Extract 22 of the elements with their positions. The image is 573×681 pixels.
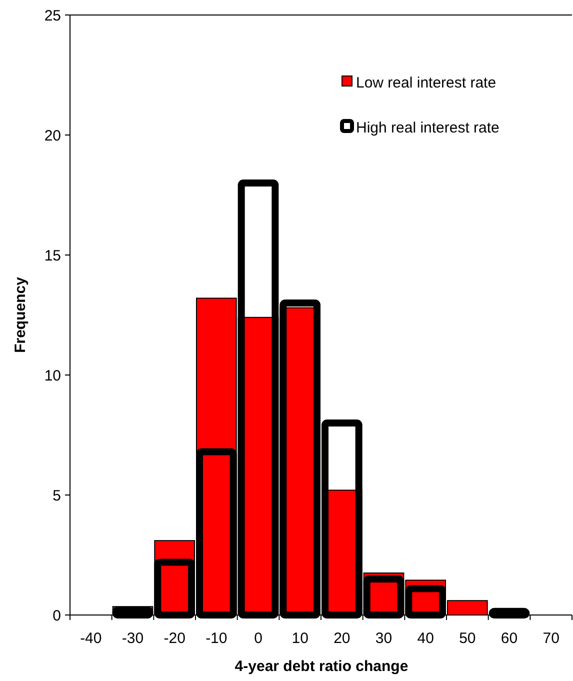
x-tick-label: -40 [80,630,102,647]
x-tick-label: 40 [417,630,434,647]
y-tick-label: 25 [44,7,61,24]
y-tick-label: 15 [44,247,61,264]
y-tick-label: 5 [52,487,61,504]
x-tick-label: 20 [334,630,350,647]
y-axis-title: Frequency [12,276,29,353]
y-tick-label: 20 [44,127,61,144]
y-tick-label: 10 [44,367,61,384]
x-tick-label: -10 [206,630,228,647]
legend-label: High real interest rate [356,119,500,136]
x-axis-title: 4-year debt ratio change [234,658,408,675]
y-tick-label: 0 [52,607,61,624]
x-tick-label: 60 [500,630,518,647]
x-tick-label: -30 [122,630,144,647]
x-tick-label: 10 [292,630,308,647]
x-tick-label: 50 [459,630,476,647]
x-tick-label: 70 [542,630,560,647]
x-tick-label: 30 [375,630,392,647]
legend-label: Low real interest rate [356,74,496,92]
x-tick-label: -20 [164,630,186,647]
x-tick-label: 0 [254,630,262,647]
